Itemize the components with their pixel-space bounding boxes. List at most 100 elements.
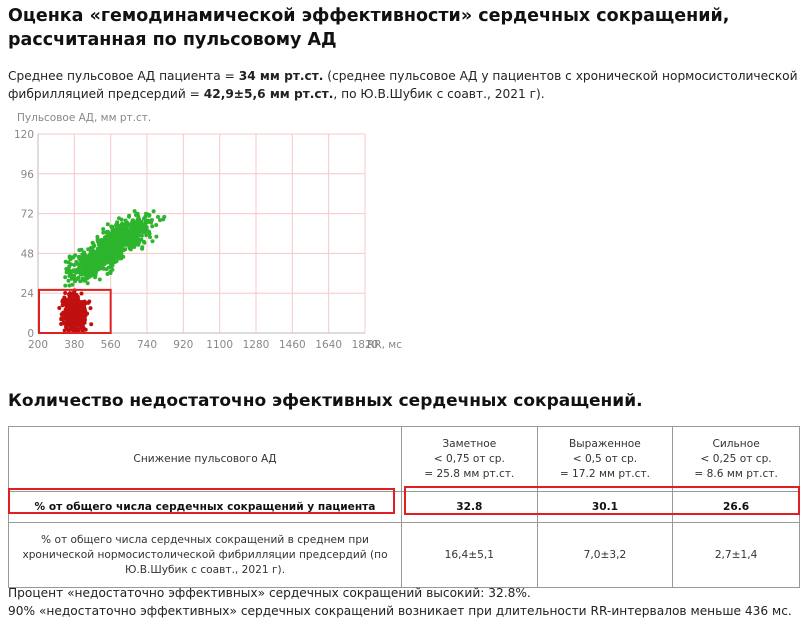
data-point [123, 218, 128, 223]
patient-value-3: 26.6 [672, 491, 800, 523]
section-title: Количество недостаточно эфективных серде… [8, 391, 643, 411]
data-point [105, 237, 110, 242]
data-point [82, 299, 87, 304]
data-point [105, 242, 110, 246]
data-point [150, 224, 155, 229]
data-point [127, 246, 132, 251]
data-point [156, 214, 160, 219]
data-point [66, 278, 71, 283]
data-point [117, 245, 122, 250]
data-point [133, 213, 138, 217]
data-point [146, 212, 151, 217]
data-point [115, 240, 120, 245]
data-point [79, 291, 84, 296]
y-tick-label: 96 [21, 169, 35, 181]
data-point [65, 322, 70, 326]
x-tick-label: 560 [101, 339, 121, 351]
data-point [119, 217, 124, 222]
data-point [90, 240, 95, 245]
header-col-3-line-3: = 8.6 мм рт.ст. [694, 467, 778, 480]
data-point [106, 265, 111, 270]
header-col-2-line-3: = 17.2 мм рт.ст. [559, 467, 650, 480]
data-point [82, 262, 87, 267]
data-point [139, 233, 144, 238]
data-point [154, 234, 159, 239]
data-point [120, 233, 125, 238]
data-point [67, 273, 72, 278]
data-point [108, 269, 113, 274]
data-point [154, 223, 159, 227]
highlight-box [38, 288, 112, 334]
header-col-1: Заметное < 0,75 от ср. = 25.8 мм рт.ст. [401, 426, 538, 492]
data-point [85, 281, 90, 286]
data-point [71, 275, 76, 280]
reference-value-3: 2,7±1,4 [672, 522, 800, 588]
data-point [66, 316, 71, 321]
data-point [84, 274, 89, 279]
data-point [71, 293, 76, 298]
intro-part1: Среднее пульсовое АД пациента = [8, 69, 239, 83]
data-point [161, 217, 166, 222]
data-point [105, 222, 110, 227]
data-point [128, 239, 133, 243]
data-point [142, 240, 147, 245]
data-point [70, 282, 75, 287]
x-tick-label: 380 [64, 339, 84, 351]
header-col-1-line-2: < 0,75 от ср. [433, 452, 505, 465]
data-point [93, 265, 98, 270]
data-point [128, 233, 133, 238]
data-point [88, 272, 93, 277]
data-point [74, 267, 79, 272]
data-point [83, 327, 88, 332]
header-col-1-line-1: Заметное [442, 437, 497, 450]
highlight-patient-label [8, 488, 395, 514]
data-point [148, 235, 152, 240]
table-header-row: Снижение пульсового АД Заметное < 0,75 о… [8, 426, 800, 492]
data-point [92, 262, 97, 266]
data-point [62, 328, 67, 333]
data-point [100, 246, 105, 251]
x-tick-label: 200 [28, 339, 48, 351]
data-point [90, 246, 95, 251]
data-point [79, 319, 84, 324]
data-point [77, 248, 82, 253]
data-point [99, 251, 104, 256]
data-point [97, 277, 102, 282]
data-point [74, 260, 79, 265]
data-point [132, 209, 137, 214]
patient-mean-value: 34 мм рт.ст. [238, 69, 324, 83]
data-point [101, 230, 106, 235]
data-point [142, 223, 147, 228]
data-point [63, 291, 68, 295]
data-point [151, 209, 156, 214]
data-point [102, 240, 107, 245]
data-point [147, 229, 151, 234]
header-col-2: Выраженное < 0,5 от ср. = 17.2 мм рт.ст. [536, 426, 674, 492]
data-point [69, 269, 74, 274]
data-point [92, 243, 97, 248]
data-point [105, 252, 110, 257]
data-point [64, 267, 69, 271]
header-col-1-line-3: = 25.8 мм рт.ст. [424, 467, 515, 480]
data-point [110, 233, 115, 238]
x-tick-label: 740 [137, 339, 157, 351]
x-axis-label: RR, мс [367, 339, 402, 351]
y-tick-label: 0 [27, 328, 34, 340]
data-point [140, 245, 145, 250]
data-point [66, 309, 71, 313]
data-point [119, 252, 124, 257]
data-point [57, 306, 62, 310]
x-tick-label: 1460 [279, 339, 306, 351]
note-1: Процент «недостаточно эффективных» серде… [8, 586, 531, 600]
data-point [63, 259, 68, 264]
data-point [61, 314, 66, 319]
data-point [66, 297, 71, 302]
x-tick-label: 1640 [315, 339, 342, 351]
y-tick-label: 120 [14, 129, 34, 141]
reference-row-label: % от общего числа сердечных сокращений в… [8, 522, 402, 588]
data-point [105, 245, 110, 250]
x-tick-label: 920 [173, 339, 193, 351]
data-point [88, 266, 93, 270]
y-axis-label: Пульсовое АД, мм рт.ст. [17, 112, 151, 124]
data-point [70, 322, 75, 327]
